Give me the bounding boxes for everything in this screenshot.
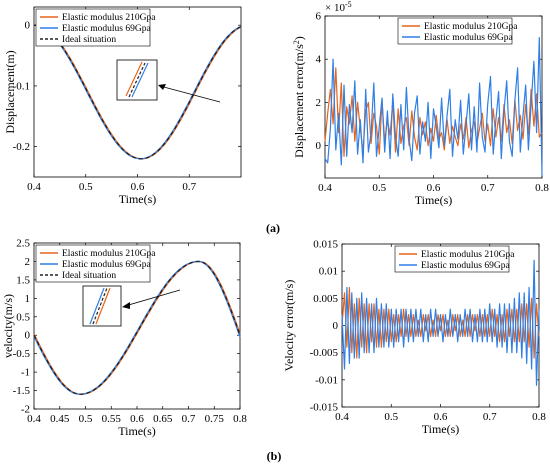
disp_err-xlabel: Time(s): [415, 193, 453, 207]
vel_err-ytick-label: 0.01: [319, 266, 338, 278]
caption-b: (b): [267, 449, 282, 463]
disp-ytick-label: -0.2: [13, 141, 30, 153]
disp_err-ytick-label: 2: [316, 97, 322, 109]
vel_err-legend-label: Elastic modulus 69Gpa: [421, 261, 510, 271]
vel_err-ytick-label: -0.015: [310, 402, 339, 414]
disp-ytick-label: -0.1: [13, 80, 30, 92]
vel-inset-line-69gpa: [89, 287, 105, 325]
vel-xtick-label: 0.45: [50, 413, 70, 425]
vel-xtick-label: 0.4: [27, 413, 41, 425]
vel-xtick-label: 0.75: [205, 413, 225, 425]
disp-xtick-label: 0.6: [131, 181, 145, 193]
vel-ylabel: velocity(m/s): [1, 294, 15, 358]
vel-axes: 0.4 0.45 0.5 0.55 0.6 0.65 0.7 0.75 0.8 -2 -1.5 -1 -…: [1, 238, 247, 439]
vel_err-series-210gpa: [341, 286, 540, 359]
vel-ytick-label: -1.5: [13, 385, 31, 397]
disp_err-xtick-label: 0.4: [318, 182, 332, 194]
disp_err-xtick-label: 0.6: [427, 182, 441, 194]
vel-ytick-label: 0: [25, 330, 31, 342]
disp_err-legend-label: Elastic modulus 69Gpa: [424, 33, 513, 43]
disp-inset-line-69gpa: [131, 62, 149, 98]
disp-xtick-label: 0.5: [79, 181, 93, 193]
vel_err-xtick-label: 0.5: [384, 411, 398, 423]
disp_err-ytick-label: 0: [316, 140, 322, 152]
vel-xtick-label: 0.5: [79, 413, 93, 425]
disp-xtick-label: 0.4: [27, 181, 41, 193]
vel_err-ytick-label: 0.005: [313, 293, 338, 305]
disp_err-xtick-label: 0.7: [481, 182, 495, 194]
vel-inset-line-210gpa: [95, 287, 111, 325]
vel-inset-arrowhead: [122, 302, 130, 309]
disp_err-xtick-label: 0.5: [372, 182, 386, 194]
vel-xtick-label: 0.65: [153, 413, 173, 425]
disp_err-axes: 0.4 0.5 0.6 0.7 0.8 0 2 4 6 Time(s) Displacement e…: [292, 11, 549, 208]
vel-ytick-label: 1: [25, 293, 31, 305]
disp-inset-line-ideal: [128, 62, 146, 98]
vel-legend-label: Elastic modulus 210Gpa: [62, 249, 156, 259]
vel_err-ytick-label: 0.015: [313, 239, 338, 251]
vel_err-xtick-label: 0.6: [434, 411, 448, 423]
vel_err-xtick-label: 0.4: [335, 411, 349, 423]
disp_err-legend-box: [397, 17, 513, 45]
vel-zoom-inset: [82, 285, 181, 327]
disp_err-ylabel: Displacement error(m/s2): [292, 36, 306, 158]
caption-a: (a): [266, 221, 280, 235]
disp-ylabel: Displacement(m): [3, 50, 17, 133]
vel-ytick-label: -0.5: [13, 348, 31, 360]
disp-legend-label: Ideal situation: [62, 35, 116, 45]
vel_err-xtick-label: 0.8: [532, 411, 546, 423]
vel_err-legend-label: Elastic modulus 210Gpa: [421, 250, 515, 260]
vel_err-ytick-label: -0.005: [310, 347, 339, 359]
vel_err-xtick-label: 0.7: [483, 411, 497, 423]
disp-zoom-inset: [116, 59, 221, 103]
vel-ytick-label: 0.5: [16, 311, 30, 323]
vel_err-legend-box: [394, 245, 510, 273]
disp-inset-arrowhead: [158, 84, 166, 90]
vel_err-ylabel: Velocity error(m/s): [282, 280, 296, 372]
disp-axes: 0.4 0.5 0.6 0.7 0 -0.1 -0.2 Time(s) Displacement…: [3, 6, 242, 206]
disp_err-ytick-label: 6: [316, 11, 322, 23]
vel-inset-line-ideal: [92, 287, 108, 325]
vel-inset-arrow: [124, 289, 181, 307]
disp_err-exponent: × 10-5: [325, 0, 352, 14]
vel_err-axes: 0.4 0.5 0.6 0.7 0.8 -0.015 -0.01 -0.005 0 0.005 0.…: [282, 239, 546, 437]
vel-xtick-label: 0.55: [102, 413, 122, 425]
vel_err-xlabel: Time(s): [422, 422, 460, 436]
vel-ytick-label: 1.5: [16, 274, 30, 286]
disp-ytick-label: 0: [25, 20, 31, 32]
vel-xtick-label: 0.7: [182, 413, 196, 425]
disp-xtick-label: 0.7: [182, 181, 196, 193]
disp_err-series-69gpa: [324, 36, 543, 176]
vel-xtick-label: 0.6: [130, 413, 144, 425]
vel-ytick-label: -1: [21, 367, 30, 379]
vel-xtick-label: 0.8: [233, 413, 247, 425]
disp-inset-frame: [116, 59, 158, 101]
disp-legend-label: Elastic modulus 69Gpa: [62, 24, 151, 34]
vel-series-ideal: [33, 260, 241, 395]
disp-xlabel: Time(s): [119, 192, 157, 206]
disp_err-xtick-label: 0.8: [535, 182, 549, 194]
vel-legend-label: Elastic modulus 69Gpa: [62, 260, 151, 270]
disp_err-ytick-label: 4: [316, 54, 322, 66]
disp_err-legend-label: Elastic modulus 210Gpa: [424, 22, 518, 32]
vel_err-ytick-label: 0: [333, 320, 339, 332]
disp-inset-arrow: [159, 85, 221, 103]
vel_err-ytick-label: -0.01: [315, 374, 338, 386]
vel-ytick-label: 2.5: [16, 238, 30, 250]
vel_err-series-69gpa: [341, 259, 540, 386]
vel-ytick-label: -2: [21, 404, 30, 416]
vel-ytick-label: 2: [25, 256, 31, 268]
vel-legend-label: Ideal situation: [62, 271, 116, 281]
vel-xlabel: Time(s): [118, 424, 156, 438]
disp-legend-label: Elastic modulus 210Gpa: [62, 13, 156, 23]
disp-inset-line-210gpa: [125, 61, 143, 97]
